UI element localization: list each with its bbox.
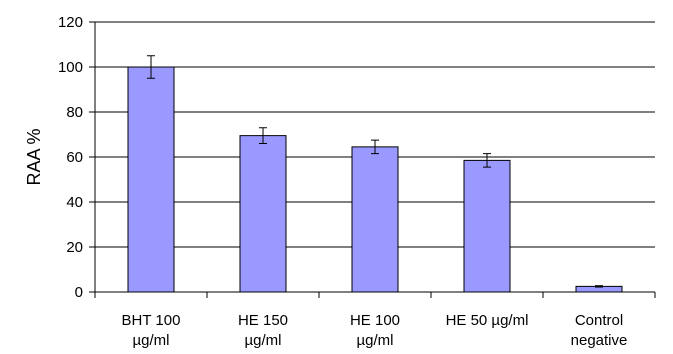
- x-category-label: BHT 100: [122, 312, 181, 329]
- y-tick-label: 40: [66, 194, 83, 211]
- y-axis-title: RAA %: [24, 128, 44, 185]
- bar: [239, 135, 287, 293]
- y-tick-label: 60: [66, 149, 83, 166]
- x-category-label: µg/ml: [133, 332, 170, 349]
- y-tick-label: 100: [58, 59, 83, 76]
- y-tick-label: 20: [66, 239, 83, 256]
- x-category-label: Control: [575, 312, 623, 329]
- x-category-label: µg/ml: [245, 332, 282, 349]
- x-category-label: HE 50 µg/ml: [446, 312, 529, 329]
- y-tick-label: 0: [75, 284, 83, 301]
- axes: [89, 21, 656, 298]
- x-category-label: µg/ml: [357, 332, 394, 349]
- y-tick-label: 80: [66, 104, 83, 121]
- bar: [463, 159, 511, 293]
- bar: [127, 66, 175, 293]
- x-category-label: HE 100: [350, 312, 400, 329]
- y-tick-label: 120: [58, 14, 83, 31]
- y-tick-labels: 0 20 40 60 80 100 120: [58, 14, 83, 301]
- bar: [351, 146, 399, 293]
- x-category-label: HE 150: [238, 312, 288, 329]
- bars: [127, 66, 623, 293]
- x-category-labels: BHT 100 µg/ml HE 150 µg/ml HE 100 µg/ml HE 50 …: [122, 312, 628, 349]
- error-bars: [147, 55, 603, 288]
- x-category-label: negative: [571, 332, 628, 349]
